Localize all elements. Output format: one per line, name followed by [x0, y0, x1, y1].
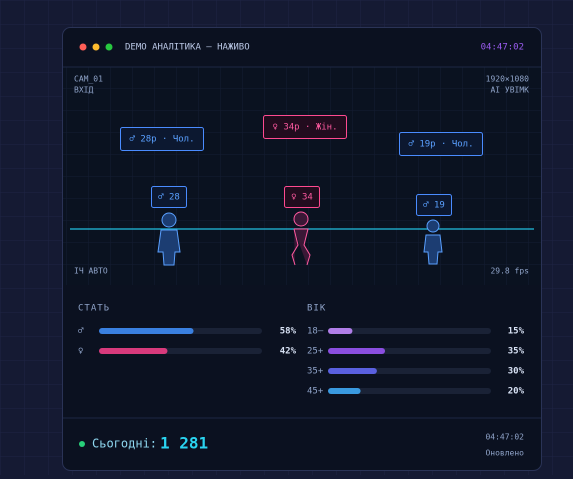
- detection-badge: ♂ 28: [151, 186, 187, 208]
- section-title: СТАТЬ: [78, 304, 110, 314]
- person-figure: [423, 219, 443, 265]
- tag-text: ♂ 19р · Чол.: [408, 140, 473, 150]
- resolution: 1920×1080: [486, 75, 530, 84]
- badge-text: ♂ 28: [158, 193, 180, 203]
- bar-track: [328, 328, 491, 334]
- row-label: 25+: [307, 347, 324, 357]
- bar: [328, 328, 353, 334]
- today-count: 1 281: [160, 434, 208, 453]
- tag-text: ♂ 28р · Чол.: [129, 135, 194, 145]
- today-label: Сьогодні:: [92, 437, 157, 451]
- status-dot: [79, 441, 85, 447]
- bar: [99, 328, 194, 334]
- detection-badge: ♀ 34: [284, 186, 320, 208]
- person-figure: [291, 211, 311, 266]
- percent-label: 35%: [508, 347, 525, 357]
- row-label: ♂: [78, 327, 84, 337]
- percent-label: 30%: [508, 367, 525, 377]
- percent-label: 15%: [508, 327, 525, 337]
- tag-text: ♀ 34р · Жін.: [272, 123, 337, 133]
- card: DEMO АНАЛІТИКА — НАЖИВО 04:47:02 CAM_01 …: [62, 27, 542, 471]
- percent-label: 42%: [280, 347, 297, 357]
- detection-tag: ♂ 28р · Чол.: [120, 127, 204, 151]
- ai-status: AI УВІМК: [490, 86, 529, 95]
- clock: 04:47:02: [481, 43, 524, 53]
- detection-badge: ♂ 19: [416, 194, 452, 216]
- row-label: 45+: [307, 387, 324, 397]
- bar: [328, 348, 386, 354]
- percent-label: 20%: [508, 387, 525, 397]
- detection-tag: ♀ 34р · Жін.: [263, 115, 347, 139]
- app-title: DEMO АНАЛІТИКА — НАЖИВО: [125, 43, 250, 53]
- bar: [328, 368, 377, 374]
- section-title: ВІК: [307, 304, 326, 314]
- detection-tag: ♂ 19р · Чол.: [399, 132, 483, 156]
- badge-text: ♀ 34: [291, 193, 313, 203]
- bar: [328, 388, 361, 394]
- fps: 29.8 fps: [490, 267, 529, 276]
- badge-text: ♂ 19: [423, 201, 445, 211]
- row-label: 35+: [307, 367, 324, 377]
- ir-mode: ІЧ АВТО: [74, 267, 108, 276]
- stats: ♂ 58% ♀ 42% 18– 15% 25+ 35% 35+ 30% 45+ 20%: [78, 327, 525, 397]
- person-figure: [157, 212, 181, 266]
- camera-id: CAM_01: [74, 75, 103, 84]
- bar-track: [328, 388, 491, 394]
- update-status: Оновлено: [485, 449, 524, 458]
- update-time: 04:47:02: [485, 433, 524, 442]
- bar: [99, 348, 168, 354]
- percent-label: 58%: [280, 327, 297, 337]
- row-label: 18–: [307, 327, 324, 337]
- row-label: ♀: [78, 347, 83, 357]
- camera-location: ВХІД: [74, 86, 93, 95]
